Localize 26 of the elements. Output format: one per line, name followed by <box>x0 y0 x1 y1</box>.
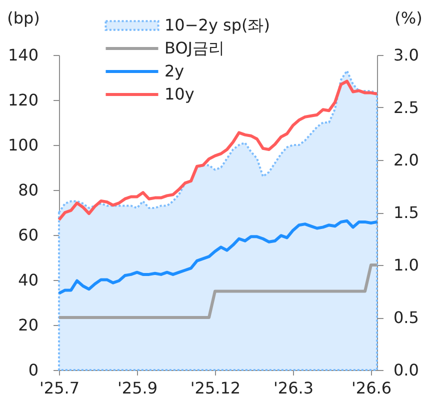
y2-tick-label: 1.0 <box>394 256 419 274</box>
y-tick-label: 140 <box>8 46 38 64</box>
x-tick-label: '25.7 <box>39 378 80 398</box>
y2-tick-label: 2.5 <box>394 98 419 117</box>
legend-label: 2y <box>164 62 184 80</box>
y2-tick-label: 0.5 <box>394 308 419 327</box>
legend-label: 10y <box>164 84 194 104</box>
legend-label: 10−2y sp(좌) <box>164 16 270 34</box>
y-tick-label: 20 <box>18 316 38 334</box>
y2-tick-label: 2.0 <box>394 150 419 170</box>
x-tick-label: '25.12 <box>190 378 241 398</box>
y-tick-label: 40 <box>18 270 38 290</box>
y-tick-label: 60 <box>18 226 38 244</box>
y-tick-label: 120 <box>8 90 38 110</box>
y2-tick-label: 0.0 <box>394 360 419 380</box>
legend-label: BOJ금리 <box>164 38 225 58</box>
y-tick-label: 0 <box>28 360 38 380</box>
y-tick-label: 80 <box>18 180 38 200</box>
x-tick-label: '26.6 <box>351 378 392 398</box>
y-tick-label: 100 <box>8 136 38 154</box>
x-tick-label: '26.3 <box>273 378 314 398</box>
y2-tick-label: 1.5 <box>394 203 419 222</box>
y2-tick-label: 3.0 <box>394 46 419 64</box>
y-axis-title: (bp) <box>7 8 40 28</box>
y2-axis-title: (%) <box>394 8 422 28</box>
x-tick-label: '25.9 <box>117 378 158 398</box>
